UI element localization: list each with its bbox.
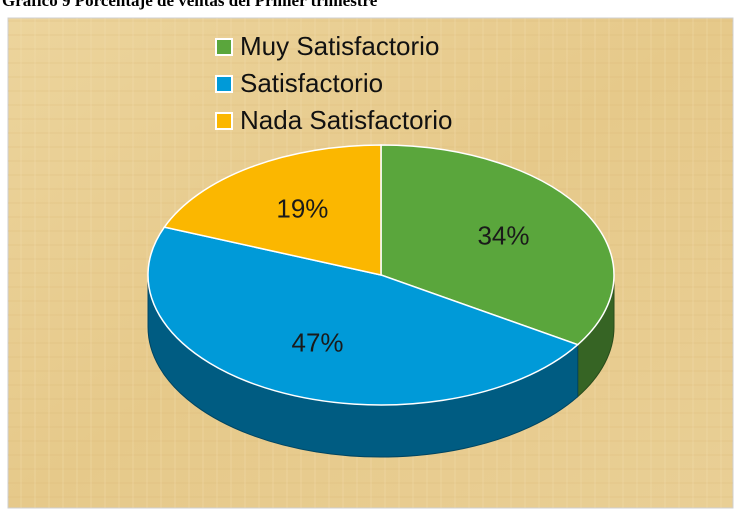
slice (147, 226, 580, 406)
data-label: 34% (477, 220, 529, 250)
data-label: 19% (276, 193, 328, 223)
legend-swatch (215, 112, 233, 130)
legend-swatch (215, 75, 233, 93)
legend-label: Satisfactorio (240, 68, 383, 98)
legend-label: Muy Satisfactorio (240, 31, 439, 61)
slice (380, 144, 615, 346)
data-label: 47% (292, 327, 344, 357)
pie: 34% 47% 19% (147, 144, 615, 458)
legend-label: Nada Satisfactorio (240, 105, 452, 135)
slice (163, 144, 382, 276)
legend-swatch (215, 38, 233, 56)
chart-title: Gráfico 9 Porcentaje de ventas del Prime… (2, 0, 378, 10)
legend: Muy Satisfactorio Satisfactorio Nada Satis… (215, 31, 452, 135)
